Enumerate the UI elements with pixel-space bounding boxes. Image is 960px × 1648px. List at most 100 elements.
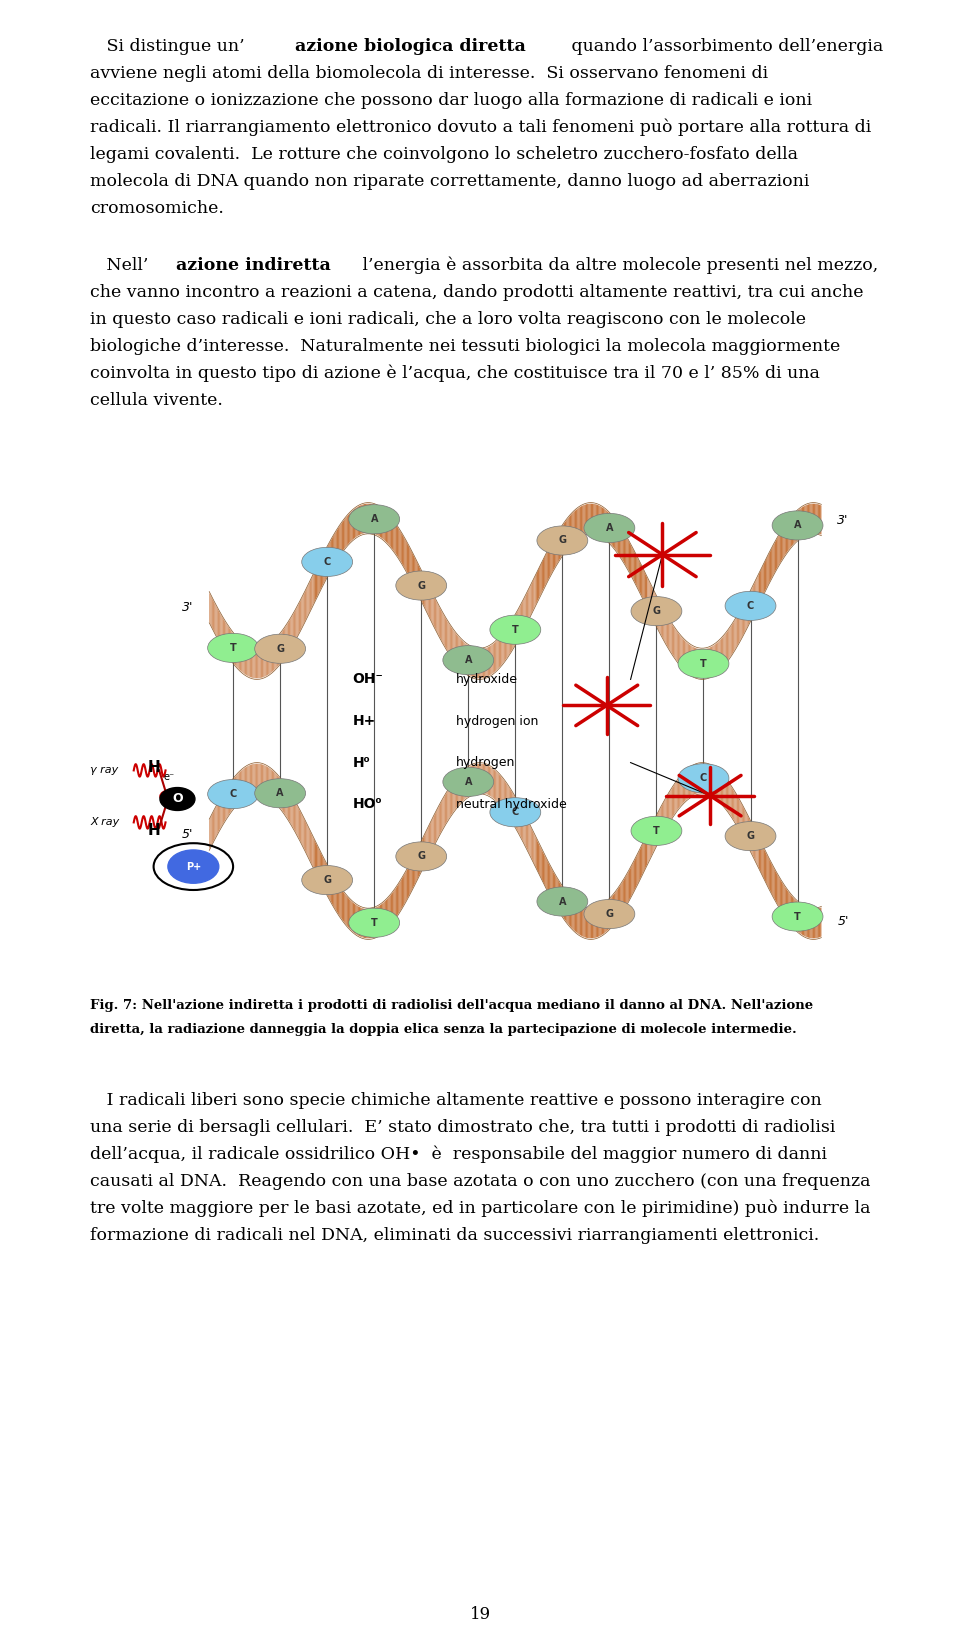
Polygon shape (339, 887, 341, 918)
Polygon shape (535, 834, 536, 867)
Polygon shape (373, 504, 374, 534)
Polygon shape (395, 522, 396, 554)
Polygon shape (338, 885, 339, 915)
Polygon shape (543, 852, 544, 883)
Text: C: C (700, 773, 708, 783)
Polygon shape (438, 603, 439, 634)
Polygon shape (501, 634, 502, 666)
Polygon shape (334, 532, 336, 564)
Polygon shape (420, 569, 421, 600)
Polygon shape (610, 898, 611, 929)
Polygon shape (480, 649, 482, 679)
Polygon shape (667, 794, 668, 826)
Polygon shape (663, 610, 664, 641)
Polygon shape (482, 763, 483, 793)
Polygon shape (473, 765, 474, 794)
Polygon shape (493, 643, 495, 672)
Polygon shape (399, 531, 400, 560)
Polygon shape (509, 786, 510, 817)
Polygon shape (780, 880, 782, 911)
Polygon shape (346, 517, 347, 547)
Polygon shape (439, 606, 440, 638)
Polygon shape (795, 513, 796, 544)
Polygon shape (303, 819, 305, 850)
Text: 3': 3' (837, 514, 849, 526)
Polygon shape (779, 534, 780, 565)
Polygon shape (722, 636, 723, 667)
Polygon shape (339, 524, 341, 555)
Polygon shape (795, 898, 796, 929)
Polygon shape (801, 508, 802, 537)
Polygon shape (237, 638, 239, 669)
Polygon shape (244, 768, 245, 798)
Polygon shape (657, 812, 659, 844)
Polygon shape (513, 618, 514, 649)
Text: azione indiretta: azione indiretta (176, 257, 331, 274)
Ellipse shape (396, 570, 446, 600)
Polygon shape (259, 763, 261, 793)
Polygon shape (510, 623, 511, 653)
Polygon shape (637, 559, 638, 590)
Polygon shape (754, 829, 756, 860)
Text: biologiche d’interesse.  Naturalmente nei tessuti biologici la molecola maggiorm: biologiche d’interesse. Naturalmente nei… (90, 338, 840, 354)
Polygon shape (718, 641, 720, 671)
Text: neutral hydroxide: neutral hydroxide (456, 798, 566, 811)
Text: hydroxide: hydroxide (456, 672, 517, 686)
Polygon shape (669, 791, 670, 822)
Polygon shape (625, 536, 626, 567)
Polygon shape (800, 509, 801, 539)
Polygon shape (334, 878, 336, 910)
Polygon shape (449, 786, 451, 817)
Polygon shape (359, 506, 360, 536)
Polygon shape (436, 602, 438, 633)
Polygon shape (555, 875, 557, 906)
Polygon shape (300, 811, 301, 842)
Polygon shape (425, 831, 426, 864)
Polygon shape (328, 867, 329, 898)
Polygon shape (492, 643, 493, 674)
Polygon shape (400, 532, 402, 564)
Polygon shape (725, 634, 726, 664)
Polygon shape (349, 898, 350, 929)
Polygon shape (797, 901, 798, 931)
Polygon shape (738, 613, 739, 644)
Polygon shape (321, 854, 323, 885)
Text: avviene negli atomi della biomolecola di interesse.  Si osservano fenomeni di: avviene negli atomi della biomolecola di… (90, 64, 768, 82)
Polygon shape (762, 845, 764, 878)
Polygon shape (727, 631, 729, 661)
Polygon shape (612, 517, 614, 547)
Polygon shape (592, 504, 593, 532)
Polygon shape (603, 508, 604, 537)
Polygon shape (272, 770, 273, 801)
Text: G: G (653, 606, 660, 616)
Polygon shape (590, 504, 592, 532)
Polygon shape (641, 845, 642, 877)
Polygon shape (462, 771, 463, 801)
Polygon shape (598, 506, 599, 536)
Polygon shape (581, 506, 582, 536)
Polygon shape (378, 506, 380, 537)
Polygon shape (519, 605, 521, 636)
Polygon shape (209, 593, 210, 625)
Polygon shape (361, 504, 363, 534)
Polygon shape (691, 766, 692, 796)
Text: 19: 19 (469, 1607, 491, 1623)
Polygon shape (694, 648, 695, 677)
Polygon shape (588, 910, 589, 938)
Polygon shape (411, 862, 412, 893)
Polygon shape (501, 776, 502, 808)
Text: γ ray: γ ray (90, 765, 118, 776)
Polygon shape (685, 771, 686, 801)
Polygon shape (367, 504, 368, 532)
Ellipse shape (301, 865, 352, 895)
Polygon shape (608, 513, 610, 542)
Text: 5': 5' (837, 916, 849, 928)
Polygon shape (521, 603, 522, 634)
Polygon shape (488, 766, 489, 796)
Polygon shape (705, 649, 707, 677)
Text: 5': 5' (182, 829, 193, 840)
Polygon shape (695, 648, 696, 677)
Polygon shape (519, 806, 521, 837)
Polygon shape (220, 613, 222, 644)
Polygon shape (391, 517, 392, 549)
